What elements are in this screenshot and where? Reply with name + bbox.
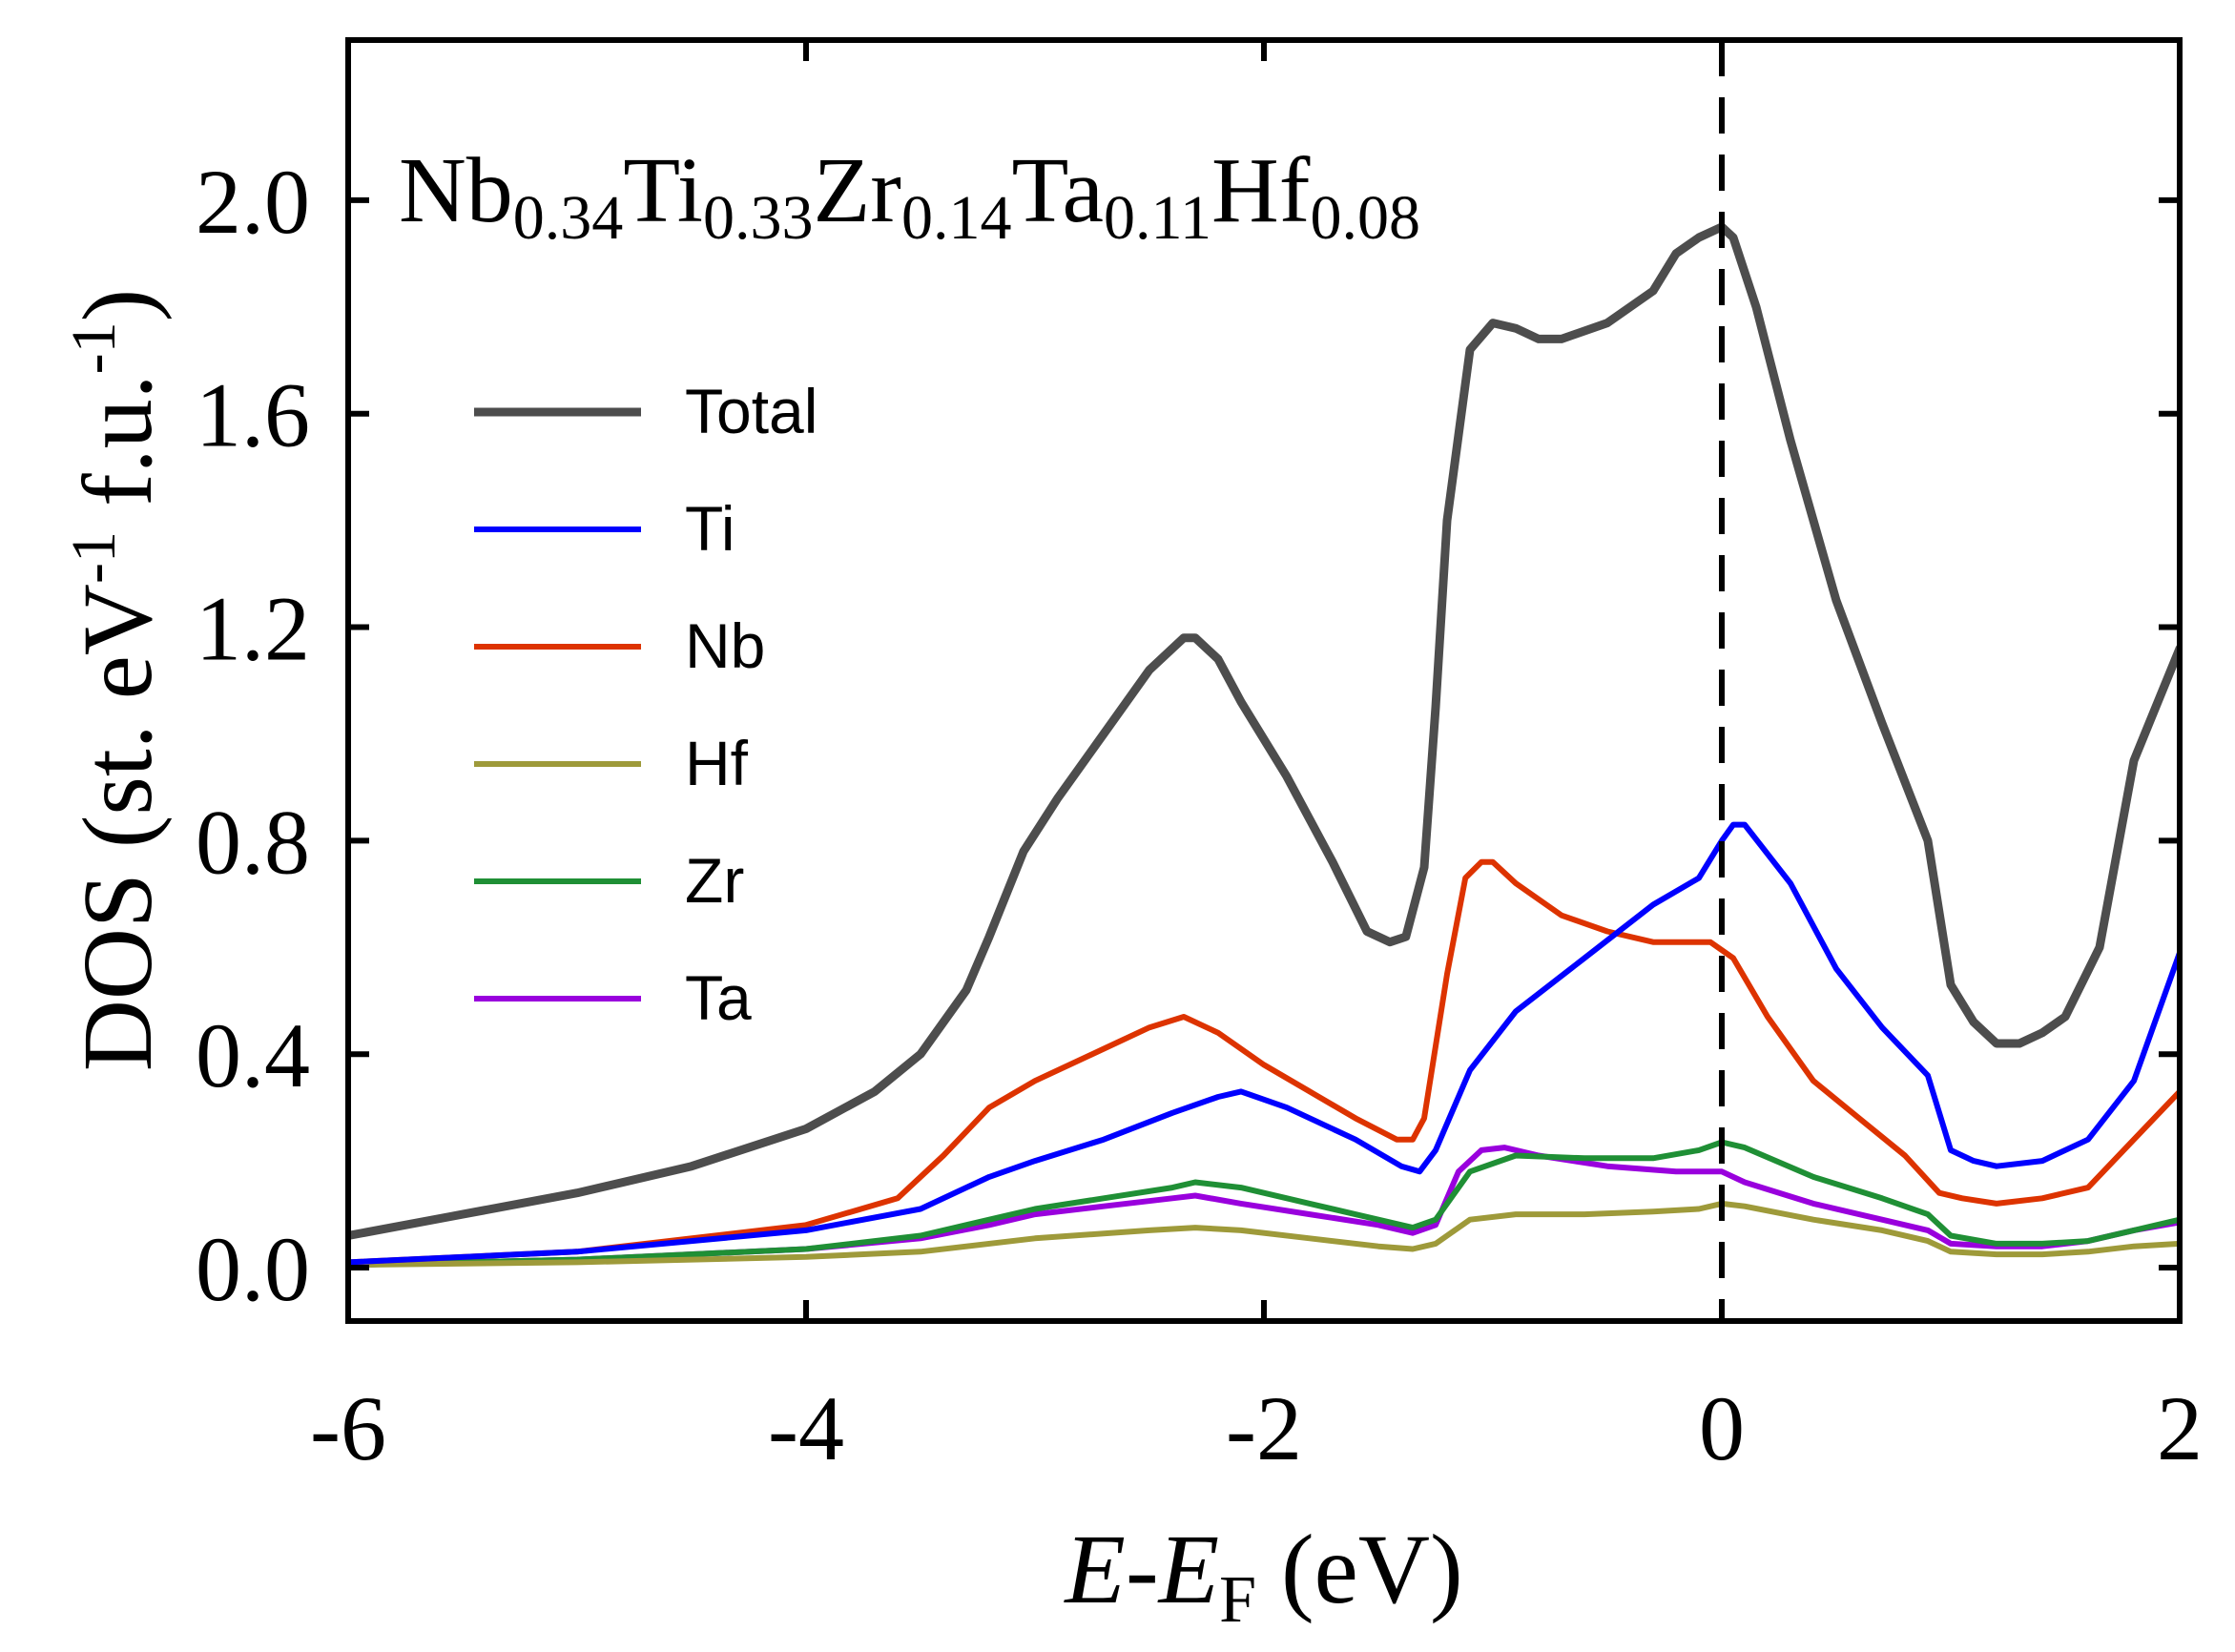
- xlabel-e2: E: [1157, 1515, 1220, 1624]
- series-line-zr: [348, 1139, 2180, 1269]
- series-line-ti: [348, 821, 2180, 1266]
- y-tick-label: 0.4: [196, 1004, 310, 1106]
- series-line-nb: [348, 858, 2180, 1266]
- y-tick-label: 0.0: [196, 1218, 310, 1320]
- title-el-4: Ta: [1011, 139, 1104, 242]
- y-tick-label: 1.2: [196, 578, 310, 680]
- legend-label-zr: Zr: [685, 845, 744, 916]
- y-tick-label: 1.6: [196, 364, 310, 466]
- title-sub-5: 0.08: [1310, 183, 1420, 253]
- legend-label-hf: Hf: [685, 728, 749, 798]
- legend: Total Ti Nb Hf Zr Ta: [474, 376, 817, 1033]
- y-tick-label: 2.0: [196, 151, 310, 253]
- x-tick-label: 0: [1699, 1377, 1745, 1479]
- legend-label-nb: Nb: [685, 610, 765, 681]
- title-sub-3: 0.14: [901, 183, 1012, 253]
- xlabel-sub: F: [1219, 1563, 1256, 1637]
- title-el-2: Ti: [623, 139, 703, 242]
- ticks-layer: -6 -4 -2 0 2 0.0 0.4 0.8 1.2 1.6 2.0: [196, 40, 2203, 1479]
- title-sub-4: 0.11: [1104, 183, 1211, 253]
- series-line-ta: [348, 1145, 2180, 1269]
- series-layer: [348, 222, 2180, 1269]
- x-tick-label: -2: [1226, 1377, 1302, 1479]
- x-tick-label: -4: [768, 1377, 844, 1479]
- title-el-1: Nb: [399, 139, 513, 242]
- ylabel-sup1: -1: [59, 531, 129, 584]
- series-line-total: [348, 222, 2180, 1240]
- legend-label-total: Total: [685, 376, 817, 446]
- ylabel-suffix: ): [63, 289, 173, 322]
- xlabel-dash: -: [1126, 1515, 1159, 1624]
- title-sub-1: 0.34: [513, 183, 624, 253]
- y-axis-label: DOS (st. eV-1 f.u.-1): [59, 289, 173, 1072]
- title-sub-2: 0.33: [703, 183, 814, 253]
- ylabel-sup2: -1: [59, 321, 129, 374]
- x-tick-label: -6: [310, 1377, 386, 1479]
- ylabel-prefix: DOS (st. eV: [63, 584, 173, 1071]
- ylabel-mid: f.u.: [63, 374, 173, 531]
- chart-title: Nb0.34Ti0.33Zr0.14Ta0.11Hf0.08: [399, 139, 1420, 253]
- y-tick-label: 0.8: [196, 791, 310, 893]
- title-el-3: Zr: [813, 139, 901, 242]
- legend-label-ta: Ta: [685, 962, 752, 1033]
- xlabel-unit: (eV): [1256, 1515, 1463, 1624]
- title-el-5: Hf: [1211, 139, 1311, 242]
- series-line-hf: [348, 1200, 2180, 1269]
- x-axis-label: E-EF (eV): [1063, 1515, 1462, 1637]
- xlabel-e: E: [1063, 1515, 1126, 1624]
- x-tick-label: 2: [2157, 1377, 2203, 1479]
- legend-label-ti: Ti: [685, 493, 735, 564]
